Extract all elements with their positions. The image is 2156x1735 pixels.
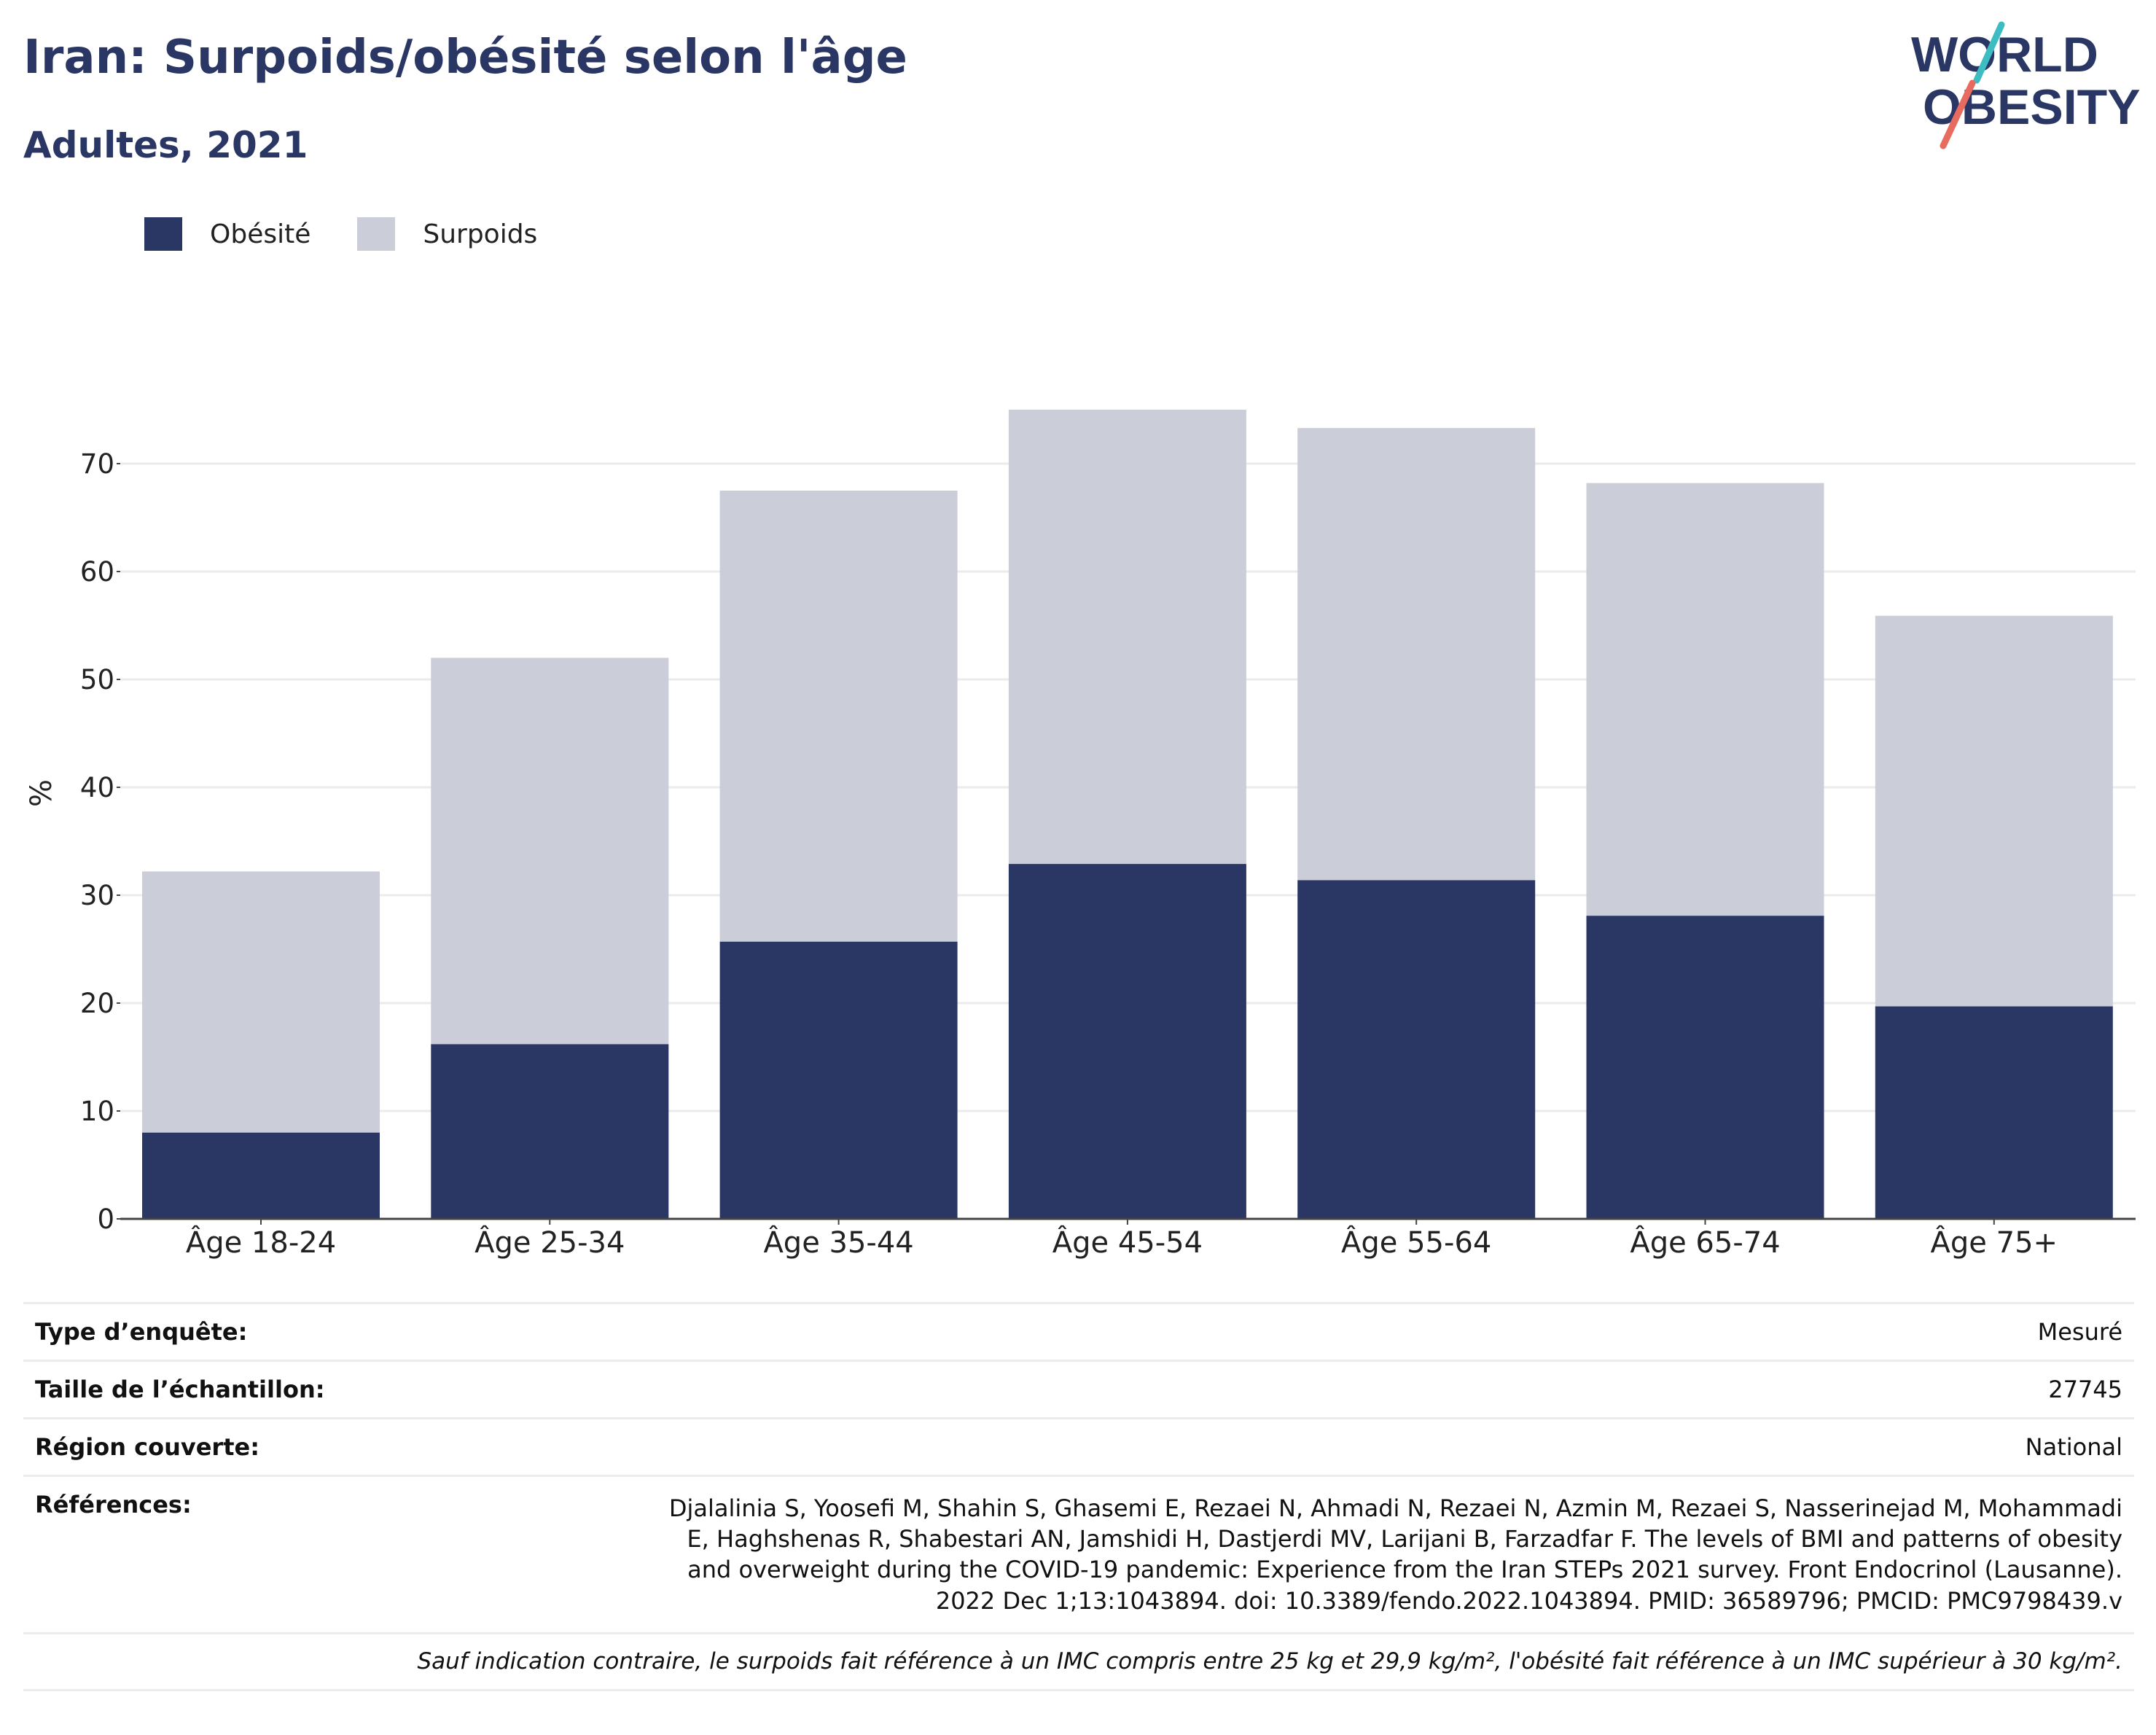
axes: 0 10 20 30 40 50 60 70% Âge 18-24 Âge 25-34 Âge 35… (25, 448, 2136, 1260)
survey-type-label: Type d’enquête: (35, 1318, 248, 1346)
sample-size-value: 27745 (2048, 1376, 2122, 1403)
logo-slash-coral (1940, 79, 1976, 149)
survey-type-value: Mesuré (2037, 1318, 2122, 1346)
y-tick-label-60: 60 (80, 556, 114, 588)
bar-obesity-5 (1586, 916, 1824, 1219)
region-value: National (2025, 1433, 2122, 1461)
legend-swatch-overweight (357, 217, 396, 251)
references-row: Références: Djalalinia S, Yoosefi M, Sha… (23, 1475, 2134, 1632)
legend-swatch-obesity (144, 217, 182, 251)
legend-item-overweight: Surpoids (357, 217, 537, 251)
bar-obesity-6 (1875, 1006, 2113, 1219)
y-tick-label-40: 40 (80, 772, 114, 803)
y-tick-label-70: 70 (80, 448, 114, 480)
bar-obesity-2 (719, 941, 958, 1219)
bar-overweight-1 (431, 658, 669, 1045)
bar-overweight-0 (142, 871, 380, 1133)
chart-legend: Obésité Surpoids (144, 217, 584, 251)
logo-slash-teal (1973, 21, 2005, 84)
y-tick-label-0: 0 (97, 1204, 114, 1235)
stacked-bar-chart: 0 10 20 30 40 50 60 70% Âge 18-24 Âge 25-34 Âge 35… (25, 410, 2136, 1260)
legend-item-obesity: Obésité (144, 217, 310, 251)
y-axis-label: % (25, 779, 58, 807)
chart-title: Iran: Surpoids/obésité selon l'âge (23, 31, 907, 85)
x-tick-label-1: Âge 25-34 (474, 1225, 625, 1260)
logo-text-world: WORLD (1911, 27, 2098, 82)
y-tick-label-10: 10 (80, 1096, 114, 1127)
references-label: Références: (35, 1491, 192, 1518)
bar-overweight-5 (1586, 483, 1824, 916)
chart-subtitle: Adultes, 2021 (23, 124, 308, 166)
bar-obesity-4 (1297, 880, 1536, 1219)
legend-label-overweight: Surpoids (423, 219, 538, 249)
y-tick-label-20: 20 (80, 988, 114, 1019)
x-tick-label-3: Âge 45-54 (1052, 1225, 1203, 1260)
bar-overweight-6 (1875, 615, 2113, 1007)
world-obesity-logo: WORLD OBESITY (1911, 21, 2141, 149)
bars (142, 410, 2113, 1219)
survey-info-table: Type d’enquête: Mesuré Taille de l’échan… (23, 1302, 2134, 1691)
bar-obesity-0 (142, 1132, 380, 1219)
sample-size-label: Taille de l’échantillon: (35, 1376, 325, 1403)
references-value: Djalalinia S, Yoosefi M, Shahin S, Ghase… (668, 1494, 2122, 1615)
bar-overweight-2 (719, 491, 958, 942)
definition-note: Sauf indication contraire, le surpoids f… (417, 1648, 2122, 1674)
bar-obesity-3 (1008, 864, 1246, 1219)
region-row: Région couverte: National (23, 1417, 2134, 1475)
x-tick-label-4: Âge 55-64 (1341, 1225, 1491, 1260)
region-label: Région couverte: (35, 1433, 259, 1461)
survey-type-row: Type d’enquête: Mesuré (23, 1302, 2134, 1360)
y-tick-label-30: 30 (80, 880, 114, 911)
bar-obesity-1 (431, 1044, 669, 1219)
x-tick-label-6: Âge 75+ (1931, 1225, 2058, 1260)
x-tick-label-5: Âge 65-74 (1630, 1225, 1780, 1260)
legend-label-obesity: Obésité (210, 219, 311, 249)
bar-overweight-4 (1297, 428, 1536, 881)
x-tick-label-0: Âge 18-24 (186, 1225, 336, 1260)
sample-size-row: Taille de l’échantillon: 27745 (23, 1360, 2134, 1417)
definition-note-row: Sauf indication contraire, le surpoids f… (23, 1631, 2134, 1691)
bar-overweight-3 (1008, 410, 1246, 865)
x-tick-label-2: Âge 35-44 (763, 1225, 913, 1260)
y-tick-label-50: 50 (80, 664, 114, 695)
